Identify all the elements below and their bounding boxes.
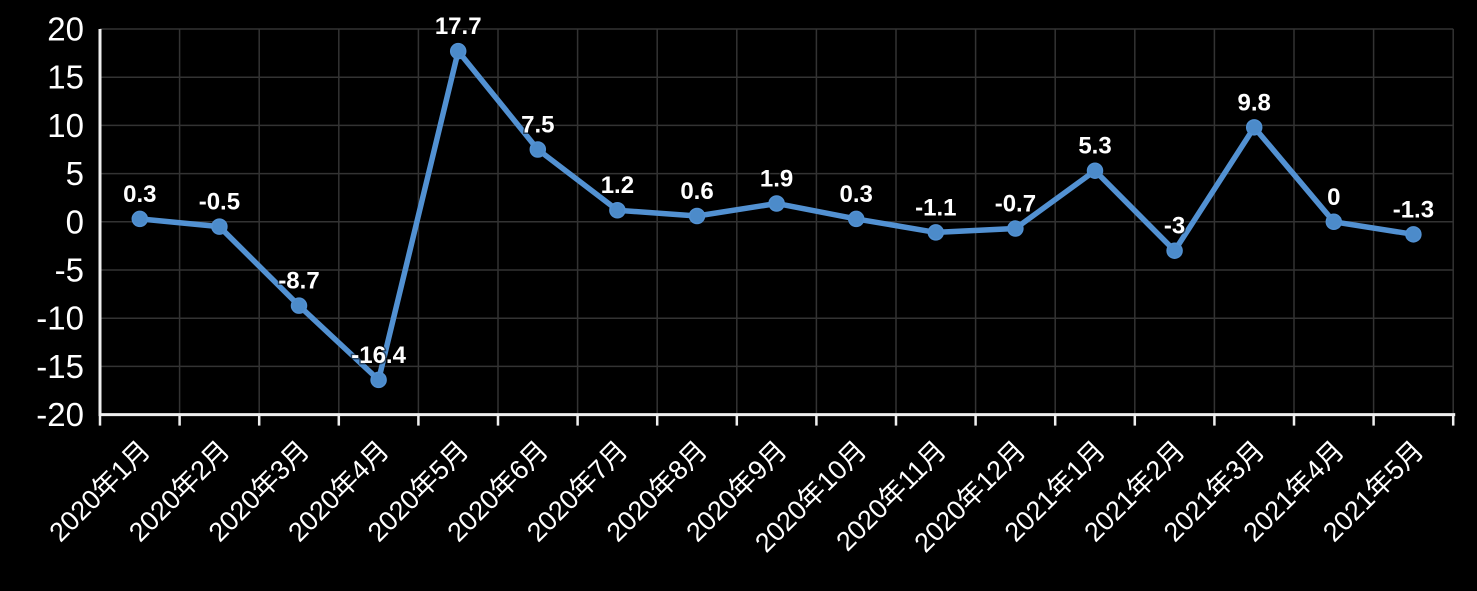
data-label: 0.3 xyxy=(123,181,156,208)
data-point-marker xyxy=(1325,213,1343,231)
data-label: 1.2 xyxy=(601,172,634,199)
data-label: -1.3 xyxy=(1393,196,1434,223)
data-label: 0.6 xyxy=(680,178,713,205)
data-label: 9.8 xyxy=(1238,89,1271,116)
y-axis-label: -5 xyxy=(55,252,84,289)
y-axis-label: -10 xyxy=(36,300,84,337)
data-label: -0.7 xyxy=(995,191,1036,218)
data-label: -8.7 xyxy=(278,268,319,295)
data-point-marker xyxy=(847,210,865,228)
data-label: 0 xyxy=(1327,184,1340,211)
data-point-marker xyxy=(1245,119,1263,136)
data-label: 7.5 xyxy=(521,112,554,139)
data-label: -3 xyxy=(1164,213,1185,240)
data-point-marker xyxy=(131,210,149,228)
data-point-marker xyxy=(927,224,945,241)
y-axis-label: 20 xyxy=(47,11,84,48)
data-point-marker xyxy=(1166,242,1183,259)
data-point-marker xyxy=(688,207,706,225)
data-label: 17.7 xyxy=(435,13,482,40)
data-label: 0.3 xyxy=(840,181,873,208)
data-label: -16.4 xyxy=(351,342,406,369)
y-axis-label: 0 xyxy=(66,203,84,240)
data-point-marker xyxy=(1405,226,1422,243)
y-axis-label: 10 xyxy=(47,107,84,144)
y-axis-label: 5 xyxy=(66,155,84,192)
data-point-marker xyxy=(609,201,626,219)
data-label: 1.9 xyxy=(760,165,793,192)
series-line xyxy=(137,48,1417,383)
data-point-marker xyxy=(449,42,467,60)
data-point-marker xyxy=(370,371,387,389)
y-axis-label: -20 xyxy=(36,396,84,433)
y-axis-label: 15 xyxy=(47,59,84,96)
y-axis-label: -15 xyxy=(36,348,84,385)
data-point-marker xyxy=(529,141,547,158)
data-point-marker xyxy=(768,195,785,212)
data-label: -1.1 xyxy=(915,194,956,221)
data-label: 5.3 xyxy=(1078,133,1111,160)
data-point-marker xyxy=(211,218,228,235)
data-point-marker xyxy=(1007,220,1024,237)
data-label: -0.5 xyxy=(199,189,240,216)
data-point-marker xyxy=(290,297,308,314)
data-point-marker xyxy=(1086,162,1104,179)
